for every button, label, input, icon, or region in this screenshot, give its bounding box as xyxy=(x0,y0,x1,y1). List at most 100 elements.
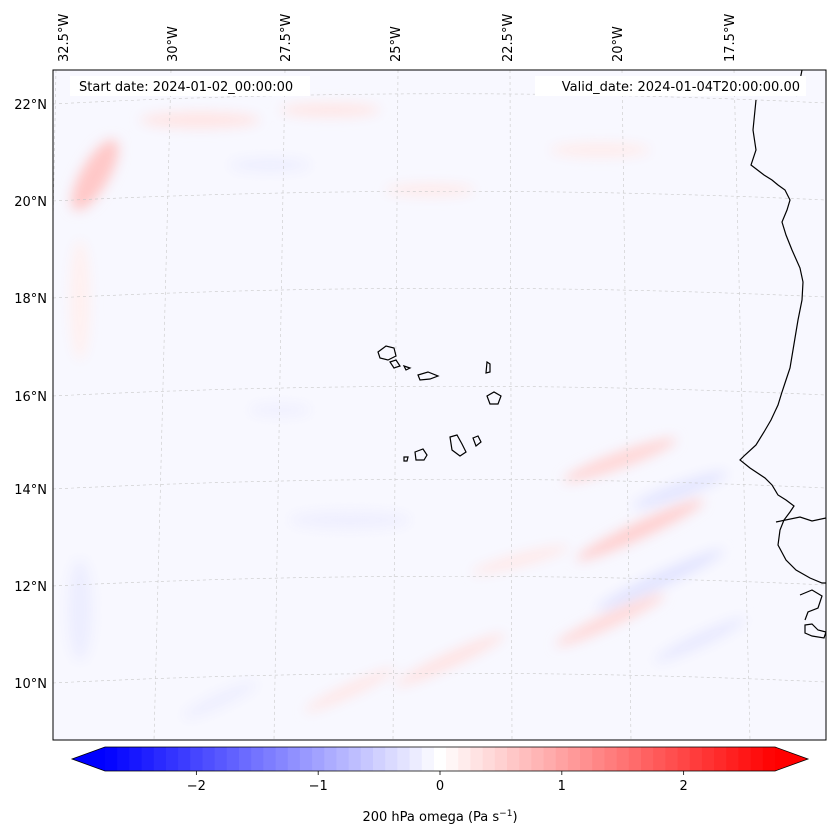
omega-patch xyxy=(550,143,650,157)
colorbar-tick-label: 2 xyxy=(679,779,687,794)
colorbar-outline xyxy=(70,746,810,772)
lat-label: 18°N xyxy=(14,292,47,307)
colorbar-cell xyxy=(251,747,264,771)
colorbar-cell xyxy=(616,747,630,771)
omega-patch xyxy=(555,593,665,647)
lat-label: 10°N xyxy=(14,677,47,692)
map-background xyxy=(53,70,826,740)
cape-verde-sao-vicente xyxy=(389,359,401,369)
colorbar-cell xyxy=(312,747,325,771)
colorbar-cell xyxy=(677,747,691,771)
lat-label: 16°N xyxy=(14,390,47,405)
cape-verde-santiago xyxy=(449,434,467,457)
cape-verde-sao-nicolau xyxy=(417,371,440,381)
colorbar-cell xyxy=(348,747,362,771)
colorbar-cell xyxy=(409,747,423,771)
lon-label: 27.5°W xyxy=(279,14,294,62)
colorbar-cell xyxy=(470,747,484,771)
lon-label: 30°W xyxy=(166,26,181,62)
omega-patch xyxy=(183,682,257,718)
omega-patch xyxy=(290,512,410,528)
parallel-line xyxy=(53,575,826,587)
colorbar-cell xyxy=(397,747,411,771)
start-date-text: Start date: 2024-01-02_00:00:00 xyxy=(79,80,293,95)
colorbar-cell xyxy=(580,747,593,771)
map-frame xyxy=(52,69,827,741)
colorbar-cell xyxy=(433,747,447,771)
graticule xyxy=(53,70,826,740)
colorbar-cell xyxy=(458,747,472,771)
colorbar-cell xyxy=(604,747,618,771)
colorbar-min-extend xyxy=(72,747,105,771)
parallel-line xyxy=(53,672,826,684)
colorbar-label: 200 hPa omega (Pa s−1) xyxy=(362,809,517,825)
parallel-line xyxy=(53,478,826,490)
meridian-line xyxy=(509,70,513,740)
colorbar-cell xyxy=(494,747,508,771)
colorbar-cell xyxy=(129,747,143,771)
omega-patch xyxy=(563,438,677,482)
cape-verde-fogo xyxy=(414,448,428,461)
colorbar-tick-label: 1 xyxy=(558,779,566,794)
lat-label: 22°N xyxy=(14,98,47,113)
colorbar-tick-label: 0 xyxy=(436,779,444,794)
colorbar-cell xyxy=(701,747,715,771)
colorbar-cell xyxy=(360,747,374,771)
colorbar-cell xyxy=(117,747,130,771)
colorbar-label-exponent: −1 xyxy=(499,809,512,819)
meridian-line xyxy=(621,70,632,740)
colorbar-cell xyxy=(287,747,301,771)
colorbar-cell xyxy=(531,747,545,771)
colorbar-cell xyxy=(738,747,752,771)
colorbar-cell xyxy=(324,747,338,771)
omega-field xyxy=(68,103,746,718)
colorbar-cell xyxy=(665,747,679,771)
colorbar-cell xyxy=(299,747,313,771)
colorbar-cell xyxy=(762,747,776,771)
meridian-line xyxy=(153,70,172,740)
colorbar-cell xyxy=(726,747,740,771)
lat-label: 12°N xyxy=(14,580,47,595)
omega-patch xyxy=(654,618,746,662)
omega-patch xyxy=(576,499,704,561)
parallel-line xyxy=(53,93,826,105)
colorbar: −2 −1 0 1 2 200 hPa omega (Pa s−1) xyxy=(70,746,810,825)
colorbar-cell xyxy=(446,747,459,771)
cape-verde-santo-antao xyxy=(377,345,397,361)
valid-date-banner xyxy=(535,76,806,96)
colorbar-cell xyxy=(214,747,228,771)
parallel-line xyxy=(53,385,826,397)
colorbar-cell xyxy=(105,747,118,771)
colorbar-ticks: −2 −1 0 1 2 xyxy=(187,771,688,794)
colorbar-tick-label: −2 xyxy=(187,779,206,794)
colorbar-label-end: ) xyxy=(512,810,517,825)
colorbar-cell xyxy=(567,747,581,771)
colorbar-cell xyxy=(482,747,496,771)
omega-patch xyxy=(250,405,310,415)
guinea-bissau-coast xyxy=(799,589,823,621)
colorbar-cell xyxy=(165,747,179,771)
colorbar-cell xyxy=(141,747,155,771)
latitude-labels: 22°N 20°N 18°N 16°N 14°N 12°N 10°N xyxy=(14,98,47,692)
omega-patch xyxy=(304,668,396,712)
colorbar-cell xyxy=(641,747,654,771)
longitude-labels: 32.5°W 30°W 27.5°W 25°W 22.5°W 20°W 17.5… xyxy=(57,14,738,62)
colorbar-max-extend xyxy=(775,747,808,771)
map-panel: Start date: 2024-01-02_00:00:00 Valid_da… xyxy=(52,69,827,741)
omega-patch xyxy=(230,159,310,171)
start-date-banner xyxy=(70,76,310,96)
colorbar-cell xyxy=(519,747,532,771)
gambia-outline xyxy=(775,516,826,523)
colorbar-cell xyxy=(202,747,216,771)
lat-label: 14°N xyxy=(14,483,47,498)
lon-label: 20°W xyxy=(611,26,626,62)
colorbar-label-main: 200 hPa omega (Pa s xyxy=(362,810,499,825)
colorbar-cell xyxy=(178,747,191,771)
lon-label: 22.5°W xyxy=(501,14,516,62)
colorbar-cell xyxy=(336,747,350,771)
colorbar-cell xyxy=(263,747,277,771)
valid-date-text: Valid_date: 2024-01-04T20:00:00.00 xyxy=(562,80,800,95)
meridian-line xyxy=(392,70,399,740)
colorbar-cells xyxy=(105,747,776,771)
colorbar-cell xyxy=(507,747,520,771)
